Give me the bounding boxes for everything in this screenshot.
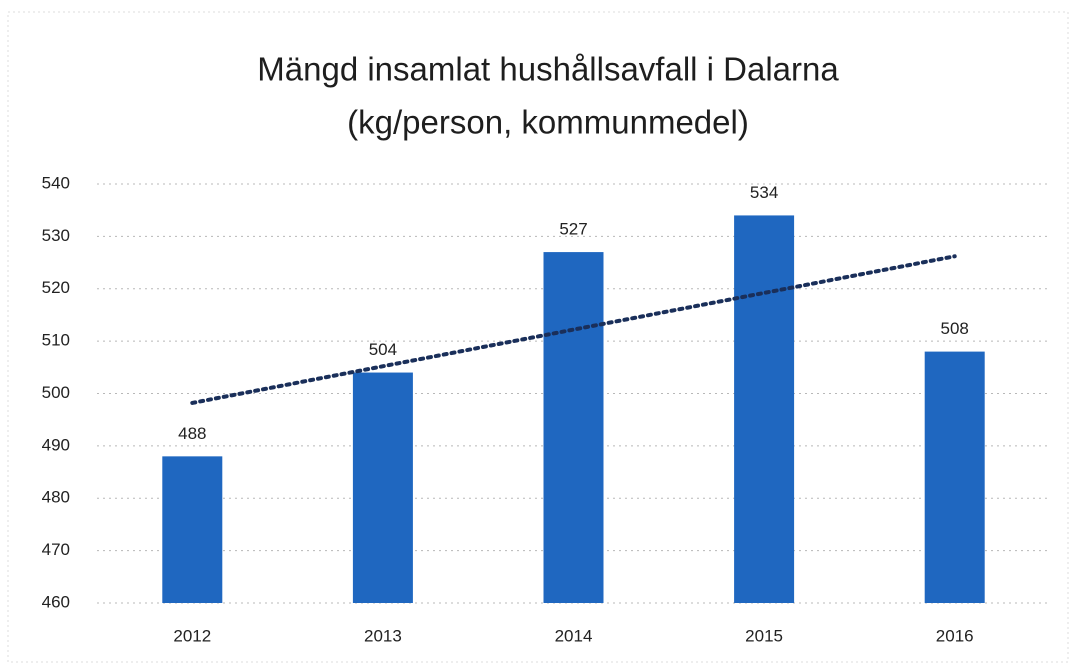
y-tick-label: 530 [42,226,70,245]
trendline [190,254,957,405]
value-label: 527 [559,220,587,239]
bar [162,456,223,603]
y-tick-label: 470 [42,540,70,559]
y-tick-label: 510 [42,331,70,350]
x-tick-label: 2013 [364,626,402,645]
value-label: 504 [369,340,397,359]
y-tick-label: 500 [42,383,70,402]
value-label: 488 [178,424,206,443]
y-tick-label: 460 [42,592,70,611]
chart-title: Mängd insamlat hushållsavfall i Dalarna [257,51,839,88]
x-tick-label: 2014 [555,626,593,645]
chart-title: (kg/person, kommunmedel) [347,104,749,141]
value-label: 508 [941,319,969,338]
x-tick-label: 2016 [936,626,974,645]
x-tick-label: 2012 [173,626,211,645]
y-tick-label: 540 [42,173,70,192]
y-tick-label: 520 [42,278,70,297]
bar [924,351,985,603]
y-tick-label: 480 [42,488,70,507]
bar [543,252,604,603]
y-tick-label: 490 [42,435,70,454]
chart-frame [7,11,1069,663]
value-label: 534 [750,183,778,202]
bar [352,372,413,603]
bar [734,215,795,604]
x-tick-label: 2015 [745,626,783,645]
